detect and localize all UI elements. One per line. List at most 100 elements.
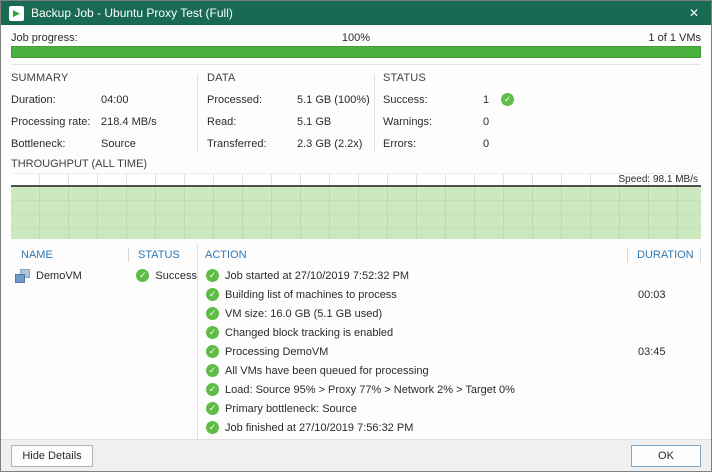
titlebar: ▶ Backup Job - Ubuntu Proxy Test (Full) … [1, 1, 711, 25]
progress-percent: 100% [341, 32, 371, 44]
action-row[interactable]: ✓ Changed block tracking is enabled [206, 323, 701, 342]
summary-row-duration: Duration: 04:00 [11, 93, 197, 106]
vm-name-cell: DemoVM [11, 268, 127, 283]
processed-label: Processed: [207, 93, 263, 106]
panel-divider [197, 74, 198, 153]
progress-labels: Job progress: 100% 1 of 1 VMs [11, 25, 701, 46]
action-text: Job finished at 27/10/2019 7:56:32 PM [225, 421, 414, 434]
action-row[interactable]: ✓ Processing DemoVM 03:45 [206, 342, 701, 361]
errors-label: Errors: [383, 137, 416, 150]
throughput-speed-label: Speed: 98.1 MB/s [618, 174, 699, 185]
action-duration: 03:45 [638, 345, 666, 358]
action-check-icon: ✓ [206, 288, 219, 301]
action-row[interactable]: ✓ Job finished at 27/10/2019 7:56:32 PM [206, 418, 701, 437]
action-text-wrap: ✓ Load: Source 95% > Proxy 77% > Network… [206, 383, 638, 396]
close-button[interactable]: ✕ [677, 1, 711, 25]
progress-bar [11, 46, 701, 58]
read-label: Read: [207, 115, 237, 128]
action-text: All VMs have been queued for processing [225, 364, 429, 377]
data-row-transferred: Transferred: 2.3 GB (2.2x) [207, 137, 374, 150]
column-header-status[interactable]: STATUS [138, 249, 180, 261]
processing-rate-value: 218.4 MB/s [101, 115, 157, 128]
column-header-duration[interactable]: DURATION [637, 249, 694, 261]
action-text-wrap: ✓ Primary bottleneck: Source [206, 402, 638, 415]
status-row-errors: Errors: 0 [383, 137, 701, 150]
vm-status: Success [155, 269, 197, 282]
job-progress-label: Job progress: [11, 32, 78, 44]
action-row[interactable]: ✓ All VMs have been queued for processin… [206, 361, 701, 380]
status-row-warnings: Warnings: 0 [383, 115, 701, 128]
summary-row-bottleneck: Bottleneck: Source [11, 137, 197, 150]
vm-icon [15, 268, 30, 283]
status-title: STATUS [383, 72, 426, 84]
action-text: Primary bottleneck: Source [225, 402, 358, 415]
action-text-wrap: ✓ Processing DemoVM [206, 345, 638, 358]
success-label: Success: [383, 93, 428, 106]
processing-rate-label: Processing rate: [11, 115, 91, 128]
progress-vm-count: 1 of 1 VMs [648, 32, 701, 44]
duration-value: 04:00 [101, 93, 129, 106]
panel-divider [374, 74, 375, 153]
transferred-label: Transferred: [207, 137, 267, 150]
backup-job-icon: ▶ [9, 5, 24, 21]
action-text: Processing DemoVM [225, 345, 329, 358]
action-row[interactable]: ✓ VM size: 16.0 GB (5.1 GB used) [206, 304, 701, 323]
transferred-value: 2.3 GB (2.2x) [297, 137, 363, 150]
warnings-label: Warnings: [383, 115, 433, 128]
warnings-value: 0 [483, 115, 490, 128]
vm-list-pane: DemoVM ✓ Success [11, 266, 197, 437]
bottleneck-label: Bottleneck: [11, 137, 66, 150]
read-value: 5.1 GB [297, 115, 332, 128]
action-row[interactable]: ✓ Primary bottleneck: Source [206, 399, 701, 418]
progress-bar-fill [12, 47, 700, 57]
table-header: NAME STATUS ACTION DURATION [11, 244, 701, 266]
stats-panels: SUMMARY Duration: 04:00 Processing rate:… [11, 65, 701, 155]
data-panel: DATA Processed: 5.1 GB (100%) Read: 5.1 … [198, 72, 374, 155]
ok-button[interactable]: OK [631, 444, 701, 467]
column-tick [627, 248, 628, 262]
action-check-icon: ✓ [206, 383, 219, 396]
action-log-pane: ✓ Job started at 27/10/2019 7:52:32 PM ✓… [197, 266, 701, 437]
success-value: 1 [483, 93, 490, 106]
window-title: Backup Job - Ubuntu Proxy Test (Full) [31, 6, 233, 20]
action-text-wrap: ✓ Job finished at 27/10/2019 7:56:32 PM [206, 421, 638, 434]
task-table: NAME STATUS ACTION DURATION DemoVM [11, 244, 701, 439]
status-panel: STATUS Success: 1 ✓ Warnings: 0 Errors: … [375, 72, 701, 155]
dialog-body: Job progress: 100% 1 of 1 VMs SUMMARY Du… [1, 25, 711, 439]
status-row-success: Success: 1 ✓ [383, 93, 701, 106]
summary-panel: SUMMARY Duration: 04:00 Processing rate:… [11, 72, 197, 155]
throughput-chart: Speed: 98.1 MB/s [11, 173, 701, 239]
action-row[interactable]: ✓ Load: Source 95% > Proxy 77% > Network… [206, 380, 701, 399]
hide-details-button[interactable]: Hide Details [11, 444, 93, 467]
close-icon: ✕ [688, 6, 700, 20]
action-check-icon: ✓ [206, 421, 219, 434]
action-check-icon: ✓ [206, 269, 219, 282]
action-text: VM size: 16.0 GB (5.1 GB used) [225, 307, 383, 320]
separator [11, 64, 701, 65]
throughput-area-fill [11, 185, 701, 239]
action-row[interactable]: ✓ Job started at 27/10/2019 7:52:32 PM [206, 266, 701, 285]
action-text-wrap: ✓ Building list of machines to process [206, 288, 638, 301]
action-text: Job started at 27/10/2019 7:52:32 PM [225, 269, 410, 282]
action-check-icon: ✓ [206, 326, 219, 339]
column-header-name[interactable]: NAME [21, 249, 53, 261]
bottleneck-value: Source [101, 137, 136, 150]
vm-status-cell: ✓ Success [127, 269, 197, 282]
action-text-wrap: ✓ Changed block tracking is enabled [206, 326, 638, 339]
column-header-action[interactable]: ACTION [205, 249, 247, 261]
dialog-footer: Hide Details OK [1, 439, 711, 471]
action-text: Changed block tracking is enabled [225, 326, 394, 339]
data-row-processed: Processed: 5.1 GB (100%) [207, 93, 374, 106]
throughput-title: THROUGHPUT (ALL TIME) [11, 158, 148, 170]
summary-title: SUMMARY [11, 72, 69, 84]
action-row[interactable]: ✓ Building list of machines to process 0… [206, 285, 701, 304]
action-text: Building list of machines to process [225, 288, 397, 301]
action-check-icon: ✓ [206, 345, 219, 358]
summary-row-processing-rate: Processing rate: 218.4 MB/s [11, 115, 197, 128]
data-title: DATA [207, 72, 236, 84]
column-tick [128, 248, 129, 262]
data-row-read: Read: 5.1 GB [207, 115, 374, 128]
table-pane-divider [197, 244, 198, 439]
vm-row[interactable]: DemoVM ✓ Success [11, 266, 197, 285]
